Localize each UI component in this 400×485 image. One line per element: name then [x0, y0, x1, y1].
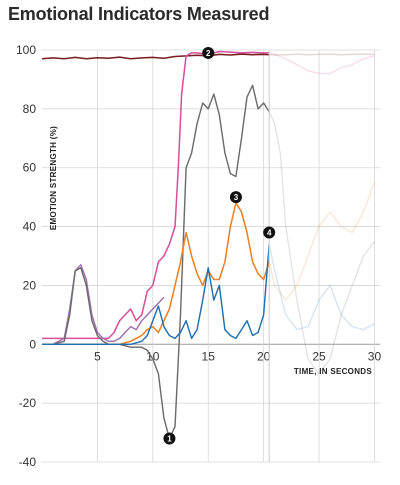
y-tick-label: 20 [23, 278, 37, 292]
x-tick-label: 15 [202, 349, 216, 363]
x-axis-title: TIME, IN SECONDS [294, 367, 373, 376]
y-tick-label: -20 [19, 396, 37, 410]
marker-label: 3 [234, 193, 239, 202]
marker-label: 1 [167, 434, 172, 443]
x-tick-label: 25 [312, 349, 326, 363]
y-axis-title: EMOTION STRENGTH (%) [49, 126, 58, 230]
x-tick-label: 5 [94, 349, 101, 363]
chart-title: Emotional Indicators Measured [8, 4, 270, 24]
series-line-pink [42, 50, 270, 340]
y-tick-label: 80 [23, 102, 37, 116]
y-tick-label: 0 [29, 337, 36, 351]
marker-circle [163, 432, 176, 445]
marker-label: 4 [267, 228, 272, 237]
x-tick-label: 20 [257, 349, 271, 363]
marker-circle [202, 46, 215, 59]
y-tick-label: 40 [23, 220, 37, 234]
marker-circle [263, 226, 276, 239]
series-line-gray [42, 84, 270, 440]
series-line-blue [42, 243, 270, 345]
marker-circle [229, 191, 242, 204]
y-tick-label: 60 [23, 161, 37, 175]
y-tick-label: 100 [16, 43, 36, 57]
y-tick-label: -40 [19, 455, 37, 469]
x-tick-label: 30 [368, 349, 382, 363]
marker-label: 2 [206, 49, 211, 58]
